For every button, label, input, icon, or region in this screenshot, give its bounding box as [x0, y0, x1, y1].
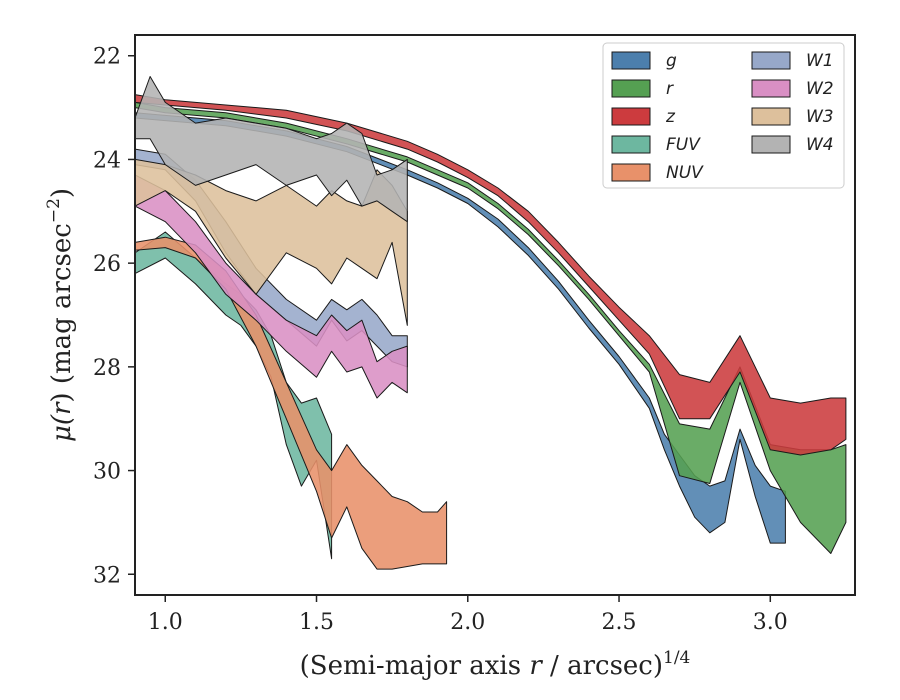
x-tick-label: 2.5: [602, 610, 637, 635]
x-tick-label: 1.5: [299, 610, 334, 635]
legend-label-fuv: FUV: [666, 135, 701, 155]
x-tick-label: 2.0: [450, 610, 485, 635]
x-axis: 1.0 1.5 2.0 2.5 3.0: [148, 595, 788, 635]
plot-bands: [135, 76, 847, 570]
legend-label-nuv: NUV: [666, 163, 704, 183]
legend-swatch-r: [611, 79, 651, 98]
band-nuv: [135, 236, 448, 570]
band-w4: [135, 76, 408, 223]
y-tick-label: 24: [93, 148, 121, 173]
y-tick-label: 26: [93, 252, 121, 277]
y-tick-label: 30: [93, 460, 121, 485]
legend-label-w2: W2: [806, 79, 834, 99]
legend-label-z: z: [665, 107, 676, 127]
legend-label-r: r: [666, 79, 674, 99]
legend-label-w4: W4: [806, 135, 834, 155]
x-tick-label: 1.0: [148, 610, 183, 635]
x-axis-title: (Semi-major axis r / arcsec)1/4: [300, 648, 691, 681]
legend-label-g: g: [666, 51, 677, 71]
band-g: [135, 112, 786, 544]
legend-swatch-w2: [751, 79, 791, 98]
band-r: [135, 101, 847, 554]
legend-swatch-fuv: [611, 135, 651, 154]
legend-swatch-w1: [751, 51, 791, 70]
legend-swatch-w4: [751, 135, 791, 154]
y-axis: 22 24 26 28 30 32: [93, 45, 135, 588]
y-tick-label: 28: [93, 356, 121, 381]
band-z: [135, 94, 847, 456]
y-tick-label: 32: [93, 563, 121, 588]
legend-swatch-g: [611, 51, 651, 70]
legend-label-w1: W1: [806, 51, 834, 71]
plot-frame: [134, 34, 856, 596]
legend-swatch-w3: [751, 107, 791, 126]
legend-label-w3: W3: [806, 107, 834, 127]
legend-swatch-z: [611, 107, 651, 126]
y-tick-label: 22: [93, 45, 121, 70]
band-w2: [135, 174, 408, 399]
y-axis-title: μ(r) (mag arcsec−2): [44, 188, 77, 442]
x-tick-label: 3.0: [753, 610, 788, 635]
band-w3: [135, 158, 408, 326]
legend-swatch-nuv: [611, 163, 651, 182]
legend: grz FUV NUV W1 W2 W3 W4: [602, 42, 845, 189]
